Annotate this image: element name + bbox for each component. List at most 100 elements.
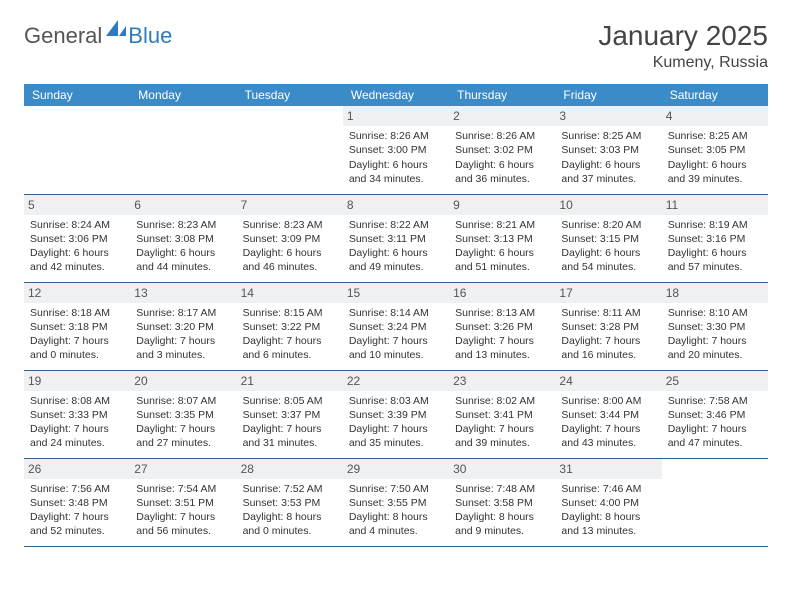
calendar-cell: 31Sunrise: 7:46 AMSunset: 4:00 PMDayligh…	[555, 458, 661, 546]
day-number: 28	[237, 459, 343, 479]
daylight-line1: Daylight: 7 hours	[30, 334, 124, 348]
daylight-line1: Daylight: 7 hours	[30, 510, 124, 524]
sunrise-line: Sunrise: 7:48 AM	[455, 482, 549, 496]
calendar-row: 5Sunrise: 8:24 AMSunset: 3:06 PMDaylight…	[24, 194, 768, 282]
sunrise-line: Sunrise: 8:23 AM	[243, 218, 337, 232]
sunrise-line: Sunrise: 8:02 AM	[455, 394, 549, 408]
calendar-cell: .	[237, 106, 343, 194]
calendar-cell: 6Sunrise: 8:23 AMSunset: 3:08 PMDaylight…	[130, 194, 236, 282]
sunset-line: Sunset: 3:06 PM	[30, 232, 124, 246]
calendar-cell: 11Sunrise: 8:19 AMSunset: 3:16 PMDayligh…	[662, 194, 768, 282]
sunset-line: Sunset: 3:28 PM	[561, 320, 655, 334]
weekday-header: Friday	[555, 84, 661, 106]
sunrise-line: Sunrise: 7:58 AM	[668, 394, 762, 408]
month-title: January 2025	[598, 20, 768, 52]
day-number: 12	[24, 283, 130, 303]
daylight-line1: Daylight: 7 hours	[349, 334, 443, 348]
day-number: 14	[237, 283, 343, 303]
daylight-line2: and 35 minutes.	[349, 436, 443, 450]
calendar-cell: 2Sunrise: 8:26 AMSunset: 3:02 PMDaylight…	[449, 106, 555, 194]
sunset-line: Sunset: 3:24 PM	[349, 320, 443, 334]
calendar-cell: .	[130, 106, 236, 194]
calendar-cell: 7Sunrise: 8:23 AMSunset: 3:09 PMDaylight…	[237, 194, 343, 282]
daylight-line2: and 24 minutes.	[30, 436, 124, 450]
day-number: 21	[237, 371, 343, 391]
daylight-line1: Daylight: 6 hours	[349, 246, 443, 260]
sunrise-line: Sunrise: 8:25 AM	[668, 129, 762, 143]
weekday-header: Tuesday	[237, 84, 343, 106]
daylight-line1: Daylight: 6 hours	[668, 246, 762, 260]
daylight-line2: and 9 minutes.	[455, 524, 549, 538]
day-number: 2	[449, 106, 555, 126]
calendar-cell: 22Sunrise: 8:03 AMSunset: 3:39 PMDayligh…	[343, 370, 449, 458]
calendar-cell: 3Sunrise: 8:25 AMSunset: 3:03 PMDaylight…	[555, 106, 661, 194]
sunset-line: Sunset: 3:53 PM	[243, 496, 337, 510]
sunrise-line: Sunrise: 8:22 AM	[349, 218, 443, 232]
calendar-cell: 8Sunrise: 8:22 AMSunset: 3:11 PMDaylight…	[343, 194, 449, 282]
day-number: 9	[449, 195, 555, 215]
day-number: 30	[449, 459, 555, 479]
location-label: Kumeny, Russia	[598, 54, 768, 72]
calendar-head: SundayMondayTuesdayWednesdayThursdayFrid…	[24, 84, 768, 106]
daylight-line2: and 47 minutes.	[668, 436, 762, 450]
sunrise-line: Sunrise: 7:52 AM	[243, 482, 337, 496]
sunset-line: Sunset: 3:48 PM	[30, 496, 124, 510]
daylight-line2: and 4 minutes.	[349, 524, 443, 538]
day-number: 5	[24, 195, 130, 215]
daylight-line2: and 31 minutes.	[243, 436, 337, 450]
calendar-cell: 1Sunrise: 8:26 AMSunset: 3:00 PMDaylight…	[343, 106, 449, 194]
daylight-line1: Daylight: 8 hours	[349, 510, 443, 524]
day-number: 15	[343, 283, 449, 303]
calendar-cell: 4Sunrise: 8:25 AMSunset: 3:05 PMDaylight…	[662, 106, 768, 194]
calendar-cell: 28Sunrise: 7:52 AMSunset: 3:53 PMDayligh…	[237, 458, 343, 546]
day-number: 4	[662, 106, 768, 126]
daylight-line2: and 34 minutes.	[349, 172, 443, 186]
sunrise-line: Sunrise: 8:21 AM	[455, 218, 549, 232]
daylight-line1: Daylight: 7 hours	[349, 422, 443, 436]
sunset-line: Sunset: 3:37 PM	[243, 408, 337, 422]
sunset-line: Sunset: 3:33 PM	[30, 408, 124, 422]
calendar-cell: 29Sunrise: 7:50 AMSunset: 3:55 PMDayligh…	[343, 458, 449, 546]
daylight-line1: Daylight: 7 hours	[30, 422, 124, 436]
day-number: 17	[555, 283, 661, 303]
calendar-cell: 30Sunrise: 7:48 AMSunset: 3:58 PMDayligh…	[449, 458, 555, 546]
calendar-cell: 18Sunrise: 8:10 AMSunset: 3:30 PMDayligh…	[662, 282, 768, 370]
sunrise-line: Sunrise: 8:17 AM	[136, 306, 230, 320]
calendar-cell: 10Sunrise: 8:20 AMSunset: 3:15 PMDayligh…	[555, 194, 661, 282]
weekday-header: Thursday	[449, 84, 555, 106]
daylight-line1: Daylight: 6 hours	[30, 246, 124, 260]
daylight-line2: and 39 minutes.	[455, 436, 549, 450]
sunrise-line: Sunrise: 7:50 AM	[349, 482, 443, 496]
daylight-line2: and 49 minutes.	[349, 260, 443, 274]
brand-part1: General	[24, 23, 102, 49]
sunset-line: Sunset: 3:55 PM	[349, 496, 443, 510]
daylight-line2: and 6 minutes.	[243, 348, 337, 362]
day-number: 23	[449, 371, 555, 391]
sunset-line: Sunset: 3:26 PM	[455, 320, 549, 334]
calendar-cell: 27Sunrise: 7:54 AMSunset: 3:51 PMDayligh…	[130, 458, 236, 546]
sunset-line: Sunset: 3:41 PM	[455, 408, 549, 422]
day-number: 13	[130, 283, 236, 303]
sunrise-line: Sunrise: 8:14 AM	[349, 306, 443, 320]
calendar-row: ...1Sunrise: 8:26 AMSunset: 3:00 PMDayli…	[24, 106, 768, 194]
daylight-line1: Daylight: 8 hours	[455, 510, 549, 524]
sunset-line: Sunset: 3:20 PM	[136, 320, 230, 334]
daylight-line1: Daylight: 6 hours	[668, 158, 762, 172]
daylight-line1: Daylight: 7 hours	[243, 422, 337, 436]
weekday-header: Wednesday	[343, 84, 449, 106]
sunset-line: Sunset: 3:22 PM	[243, 320, 337, 334]
sunrise-line: Sunrise: 7:54 AM	[136, 482, 230, 496]
sunrise-line: Sunrise: 8:03 AM	[349, 394, 443, 408]
calendar-cell: 20Sunrise: 8:07 AMSunset: 3:35 PMDayligh…	[130, 370, 236, 458]
daylight-line2: and 13 minutes.	[455, 348, 549, 362]
page-header: General Blue January 2025 Kumeny, Russia	[24, 20, 768, 72]
daylight-line2: and 57 minutes.	[668, 260, 762, 274]
calendar-row: 12Sunrise: 8:18 AMSunset: 3:18 PMDayligh…	[24, 282, 768, 370]
day-number: 7	[237, 195, 343, 215]
sunset-line: Sunset: 3:15 PM	[561, 232, 655, 246]
daylight-line1: Daylight: 7 hours	[136, 422, 230, 436]
sunset-line: Sunset: 3:30 PM	[668, 320, 762, 334]
daylight-line2: and 3 minutes.	[136, 348, 230, 362]
daylight-line2: and 37 minutes.	[561, 172, 655, 186]
sail-icon	[106, 20, 126, 41]
